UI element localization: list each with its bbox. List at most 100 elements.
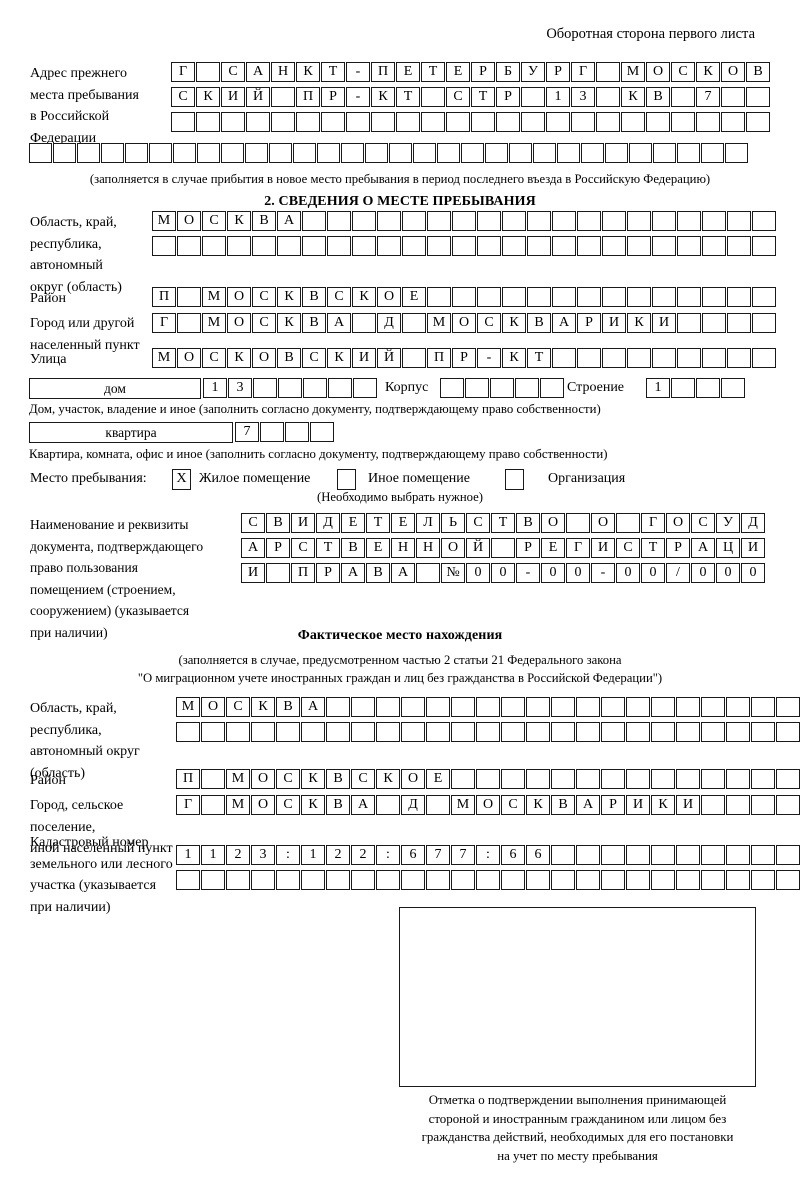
char-cell[interactable]: С — [616, 538, 640, 558]
char-cell[interactable] — [221, 143, 244, 163]
char-cell[interactable]: Н — [271, 62, 295, 82]
char-cell[interactable] — [451, 870, 475, 890]
char-cell[interactable]: 6 — [401, 845, 425, 865]
char-cell[interactable]: С — [226, 697, 250, 717]
char-cell[interactable]: Р — [666, 538, 690, 558]
char-cell[interactable] — [490, 378, 514, 398]
char-cell[interactable]: К — [371, 87, 395, 107]
char-cell[interactable] — [752, 287, 776, 307]
char-cell[interactable]: Д — [401, 795, 425, 815]
char-cell[interactable]: И — [291, 513, 315, 533]
char-cell[interactable]: О — [377, 287, 401, 307]
char-cell[interactable] — [726, 722, 750, 742]
char-cell[interactable] — [677, 143, 700, 163]
char-cell[interactable] — [440, 378, 464, 398]
char-cell[interactable] — [576, 870, 600, 890]
char-cell[interactable]: О — [201, 697, 225, 717]
char-cell[interactable]: А — [277, 211, 301, 231]
char-cell[interactable] — [501, 697, 525, 717]
char-cell[interactable] — [426, 697, 450, 717]
char-cell[interactable] — [527, 287, 551, 307]
char-cell[interactable] — [376, 870, 400, 890]
char-cell[interactable]: Р — [601, 795, 625, 815]
char-cell[interactable] — [421, 87, 445, 107]
char-cell[interactable]: 0 — [466, 563, 490, 583]
stamp-box[interactable] — [399, 907, 756, 1087]
char-cell[interactable]: 3 — [251, 845, 275, 865]
char-cell[interactable] — [485, 143, 508, 163]
char-cell[interactable] — [776, 795, 800, 815]
char-cell[interactable] — [616, 513, 640, 533]
char-cell[interactable]: М — [451, 795, 475, 815]
char-cell[interactable] — [401, 697, 425, 717]
char-cell[interactable]: К — [196, 87, 220, 107]
char-cell[interactable]: В — [746, 62, 770, 82]
char-cell[interactable] — [396, 112, 420, 132]
char-cell[interactable]: Р — [266, 538, 290, 558]
char-cell[interactable] — [251, 722, 275, 742]
char-cell[interactable] — [477, 211, 501, 231]
char-cell[interactable]: Е — [366, 538, 390, 558]
char-cell[interactable] — [152, 236, 176, 256]
char-cell[interactable] — [376, 697, 400, 717]
char-cell[interactable] — [496, 112, 520, 132]
char-cell[interactable] — [173, 143, 196, 163]
char-cell[interactable]: М — [202, 287, 226, 307]
char-cell[interactable] — [377, 236, 401, 256]
char-cell[interactable]: Е — [341, 513, 365, 533]
char-cell[interactable]: Б — [496, 62, 520, 82]
char-cell[interactable] — [501, 722, 525, 742]
char-cell[interactable]: 0 — [566, 563, 590, 583]
char-cell[interactable]: С — [327, 287, 351, 307]
char-cell[interactable]: Т — [491, 513, 515, 533]
char-cell[interactable]: С — [221, 62, 245, 82]
char-cell[interactable]: 0 — [616, 563, 640, 583]
char-cell[interactable]: Е — [396, 62, 420, 82]
char-cell[interactable] — [201, 722, 225, 742]
char-cell[interactable]: В — [341, 538, 365, 558]
char-cell[interactable]: О — [591, 513, 615, 533]
char-cell[interactable] — [602, 287, 626, 307]
char-cell[interactable] — [701, 143, 724, 163]
char-cell[interactable] — [352, 313, 376, 333]
char-cell[interactable] — [671, 378, 695, 398]
char-cell[interactable]: И — [676, 795, 700, 815]
char-cell[interactable] — [626, 697, 650, 717]
previous-address-row-3[interactable] — [171, 112, 770, 132]
char-cell[interactable] — [452, 211, 476, 231]
char-cell[interactable]: Т — [471, 87, 495, 107]
char-cell[interactable] — [726, 870, 750, 890]
char-cell[interactable]: : — [476, 845, 500, 865]
char-cell[interactable]: : — [376, 845, 400, 865]
char-cell[interactable]: О — [401, 769, 425, 789]
char-cell[interactable] — [176, 722, 200, 742]
char-cell[interactable] — [596, 112, 620, 132]
char-cell[interactable] — [676, 697, 700, 717]
char-cell[interactable] — [527, 211, 551, 231]
char-cell[interactable] — [676, 769, 700, 789]
char-cell[interactable]: И — [591, 538, 615, 558]
char-cell[interactable]: М — [202, 313, 226, 333]
char-cell[interactable] — [601, 845, 625, 865]
char-cell[interactable]: О — [252, 348, 276, 368]
char-cell[interactable] — [551, 845, 575, 865]
char-cell[interactable] — [776, 845, 800, 865]
char-cell[interactable] — [402, 236, 426, 256]
checkbox-other-premises[interactable] — [337, 469, 356, 490]
char-cell[interactable] — [601, 769, 625, 789]
char-cell[interactable]: И — [652, 313, 676, 333]
char-cell[interactable] — [196, 62, 220, 82]
char-cell[interactable]: У — [521, 62, 545, 82]
checkbox-residential[interactable]: X — [172, 469, 191, 490]
char-cell[interactable] — [177, 287, 201, 307]
char-cell[interactable] — [276, 722, 300, 742]
char-cell[interactable] — [451, 697, 475, 717]
char-cell[interactable] — [627, 287, 651, 307]
char-cell[interactable] — [646, 112, 670, 132]
char-cell[interactable]: К — [277, 313, 301, 333]
char-cell[interactable]: Т — [321, 62, 345, 82]
